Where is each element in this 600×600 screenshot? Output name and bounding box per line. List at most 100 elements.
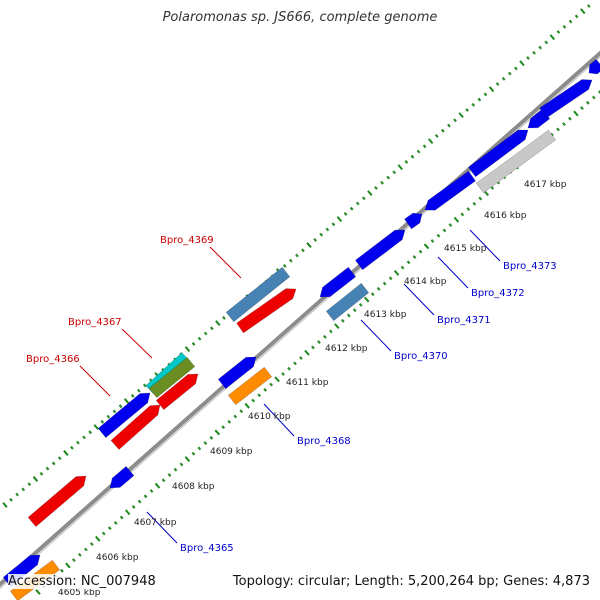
inner-tick-ring-tick: [244, 402, 250, 409]
outer-tick-ring-tick: [386, 175, 391, 180]
inner-tick-ring-tick: [436, 233, 441, 238]
outer-tick-ring-tick: [27, 482, 32, 487]
inner-tick-ring-tick: [460, 212, 465, 217]
gene-feature[interactable]: [97, 392, 151, 439]
inner-tick-ring-tick: [287, 366, 291, 371]
gene-feature[interactable]: [217, 356, 257, 390]
outer-tick-ring-tick: [21, 487, 26, 492]
inner-tick-ring-tick: [388, 276, 393, 281]
inner-tick-ring-tick: [363, 296, 370, 303]
inner-tick-ring-tick: [400, 265, 405, 270]
gene-feature[interactable]: [325, 282, 370, 322]
outer-tick-ring-tick: [380, 180, 384, 185]
inner-tick-ring-tick: [490, 185, 495, 190]
inner-tick-ring-tick: [370, 292, 375, 297]
gene-feature[interactable]: [424, 170, 476, 211]
inner-tick-ring-tick: [412, 255, 417, 259]
inner-tick-ring-tick: [340, 318, 345, 323]
outer-tick-ring-tick: [45, 466, 50, 471]
inner-tick-ring-tick: [65, 562, 71, 569]
outer-tick-ring-tick: [549, 34, 556, 41]
inner-tick-ring-tick: [107, 526, 112, 531]
outer-tick-ring-tick: [574, 14, 579, 19]
map-title: Polaromonas sp. JS666, complete genome: [162, 10, 438, 25]
inner-tick-ring-tick: [299, 356, 303, 360]
outer-tick-ring-tick: [392, 170, 397, 175]
inner-tick-ring-tick: [442, 228, 447, 233]
inner-tick-ring-tick: [376, 286, 381, 291]
inner-tick-ring-tick: [131, 504, 136, 509]
features-layer: [2, 58, 600, 600]
gene-feature[interactable]: [588, 58, 600, 75]
inner-tick-ring-tick: [269, 382, 274, 387]
inner-tick-ring-tick: [209, 435, 214, 440]
inner-tick-ring-tick: [95, 535, 101, 542]
outer-tick-ring-tick: [422, 144, 427, 149]
outer-tick-ring-tick: [123, 398, 130, 404]
gene-feature[interactable]: [148, 356, 196, 399]
inner-tick-ring-tick: [317, 340, 321, 345]
outer-tick-ring-tick: [76, 440, 80, 445]
outer-tick-ring-tick: [440, 128, 445, 133]
gene-label-bpro-4366[interactable]: Bpro_4366: [26, 354, 80, 365]
gene-feature[interactable]: [539, 79, 593, 119]
gene-feature[interactable]: [110, 404, 161, 450]
gene-label-bpro-4370[interactable]: Bpro_4370: [394, 351, 448, 362]
inner-tick-ring-tick: [556, 127, 560, 132]
gene-label-bpro-4373[interactable]: Bpro_4373: [503, 261, 557, 272]
gene-label-bpro-4368[interactable]: Bpro_4368: [297, 436, 351, 447]
gene-feature[interactable]: [225, 266, 291, 323]
inner-tick-ring-tick: [358, 302, 363, 307]
inner-tick-ring-tick: [149, 489, 154, 493]
outer-tick-ring-tick: [106, 414, 111, 419]
inner-tick-ring-tick: [334, 323, 340, 330]
gene-label-leader: [121, 328, 153, 359]
gene-feature[interactable]: [109, 465, 135, 489]
gene-feature[interactable]: [27, 475, 87, 528]
outer-tick-ring-tick: [100, 419, 105, 424]
kbp-label: 4607 kbp: [134, 518, 177, 528]
inner-tick-ring-tick: [591, 95, 596, 100]
gene-label-bpro-4372[interactable]: Bpro_4372: [471, 288, 525, 299]
gene-label-bpro-4371[interactable]: Bpro_4371: [437, 315, 491, 326]
outer-tick-ring-tick: [295, 253, 299, 258]
inner-tick-ring-tick: [304, 349, 310, 356]
gene-feature[interactable]: [467, 129, 529, 178]
gene-feature[interactable]: [475, 129, 557, 194]
gene-label-bpro-4369[interactable]: Bpro_4369: [160, 235, 214, 246]
gene-feature[interactable]: [227, 366, 273, 406]
gene-label-bpro-4367[interactable]: Bpro_4367: [68, 317, 122, 328]
gene-feature[interactable]: [236, 288, 297, 334]
inner-tick-ring-tick: [418, 249, 423, 254]
inner-tick-ring-tick: [173, 467, 178, 472]
outer-tick-ring-tick: [336, 216, 343, 223]
outer-tick-ring-tick: [465, 108, 470, 112]
outer-tick-ring-tick: [136, 388, 141, 393]
inner-tick-ring-tick: [191, 451, 196, 456]
outer-tick-ring-tick: [39, 471, 44, 476]
inner-tick-ring-tick: [137, 499, 142, 504]
outer-tick-ring-tick: [488, 86, 495, 93]
inner-tick-ring-tick: [423, 243, 430, 250]
label-leaders: [79, 229, 501, 544]
outer-tick-ring-tick: [532, 50, 536, 55]
outer-tick-ring-tick: [184, 346, 191, 352]
inner-tick-ring-tick: [89, 542, 94, 547]
gene-feature[interactable]: [319, 266, 357, 298]
inner-tick-ring-tick: [77, 552, 82, 557]
gene-feature[interactable]: [404, 212, 423, 230]
gene-label-bpro-4365[interactable]: Bpro_4365: [180, 543, 234, 554]
outer-tick-ring-tick: [519, 60, 525, 67]
gene-feature[interactable]: [155, 373, 199, 411]
inner-tick-ring-tick: [124, 509, 131, 516]
outer-tick-ring-tick: [416, 149, 421, 154]
outer-tick-ring-tick: [51, 461, 56, 466]
inner-tick-ring-tick: [293, 361, 297, 366]
kbp-label: 4611 kbp: [286, 378, 329, 388]
inner-tick-ring-tick: [83, 547, 88, 552]
gene-feature[interactable]: [354, 229, 406, 271]
outer-tick-ring-tick: [477, 97, 482, 102]
kbp-label: 4606 kbp: [96, 553, 139, 563]
gene-label-leader: [146, 511, 178, 544]
outer-tick-ring-tick: [301, 248, 305, 253]
